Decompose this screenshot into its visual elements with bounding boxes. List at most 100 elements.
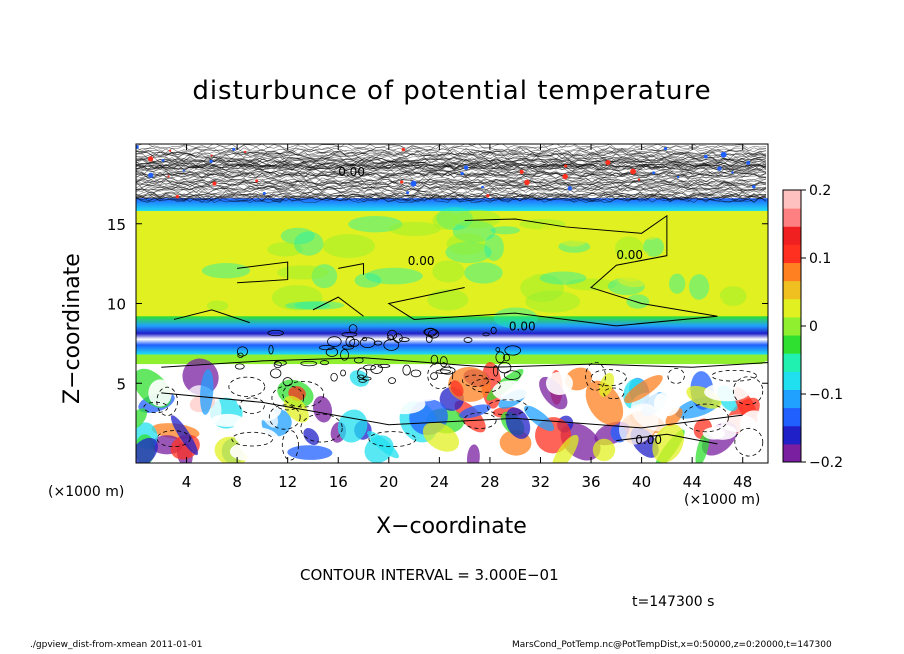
convective-cell [313,395,333,423]
noise-speck [210,154,213,157]
noise-speck [182,169,185,172]
noise-speck [460,171,464,176]
contour-label: 0.00 [338,165,365,179]
contour-line [503,370,521,380]
convective-cell [136,437,158,463]
contour-line [439,356,448,368]
contour-line [492,365,499,377]
contour-line [300,413,343,443]
noise-speck [663,147,668,151]
footer-right: MarsCond_PotTemp.nc@PotTempDist,x=0:5000… [512,640,832,650]
colorbar-swatch [783,208,801,227]
noise-speck [167,175,170,178]
contour-line [136,148,767,156]
contour-line [319,345,335,351]
noise-speck [212,181,217,186]
convective-cell [307,375,341,392]
contour-line [319,360,330,366]
field-patch [640,224,661,240]
contour-line [504,345,522,356]
contour-line [430,354,439,365]
contour-line [341,332,358,337]
convective-cell [619,403,659,445]
contour-label: 0.00 [509,320,536,334]
noise-speck [746,160,751,165]
noise-speck [562,173,568,180]
noise-speck [524,179,530,186]
contour-line [228,376,266,397]
contour-line [495,347,501,352]
x-unit-right: (×1000 m) [684,492,761,508]
contour-line [373,340,383,346]
field-patch [201,263,251,279]
field-patch [525,290,581,313]
x-tick-label: 40 [632,473,651,491]
contour-label: 0.00 [616,248,643,262]
contour-line [136,195,767,202]
contour-line [270,368,282,379]
x-tick-label: 12 [278,473,297,491]
x-tick-label: 16 [329,473,348,491]
contour-line [268,344,274,355]
contour-label: 0.00 [408,254,435,268]
field-patch [493,307,538,329]
contour-line [282,380,325,408]
convective-cell [367,430,399,459]
field-patch [354,273,382,288]
contour-line [136,144,767,150]
x-tick-label: 28 [480,473,499,491]
contour-line [136,193,767,201]
contour-line [327,336,342,347]
contour-line [393,333,403,343]
convective-cell [466,444,480,463]
contour-line [503,353,511,362]
contour-line [136,178,767,186]
noise-speck [605,159,611,166]
colorbar-swatch [783,335,801,354]
convective-cell [211,413,245,427]
x-tick-label: 8 [232,473,242,491]
noise-speck [406,191,410,195]
convective-cell [238,427,281,459]
field-patch [277,265,329,280]
contour-line [136,171,767,179]
field-patch [432,260,465,283]
field-patch [285,301,331,310]
contour-line [370,363,383,374]
colorbar-tick-label: 0.2 [809,183,831,199]
convective-cell [170,415,199,456]
contour-label: 0.00 [635,433,662,447]
field-patch [436,207,473,231]
contour-line [274,360,287,366]
noise-speck [410,180,417,187]
convective-cell [136,408,148,430]
contour-line [136,156,767,164]
field-patch [626,294,650,309]
field-patch [206,300,229,312]
noise-speck [564,164,568,168]
noise-speck [652,171,656,175]
contour-line [273,361,282,369]
contour-line [732,376,764,406]
contour-line [268,404,301,430]
contour-line [156,430,191,448]
field-patch [688,274,710,300]
noise-speck [567,186,572,191]
contour-line [377,363,391,368]
field-patch [490,226,520,235]
contour-line [173,309,250,324]
convective-cell [450,380,464,397]
contour-line [136,194,767,202]
contour-line [362,336,368,342]
contour-line [236,346,248,357]
colorbar-swatch [783,371,801,390]
contour-line [368,431,417,448]
contour-line [353,357,364,364]
colorbar-swatch [783,244,801,264]
contour-line [330,372,338,382]
field-patch [693,237,706,252]
noise-speck [637,178,641,181]
contour-line [271,385,305,411]
noise-speck [262,191,266,195]
